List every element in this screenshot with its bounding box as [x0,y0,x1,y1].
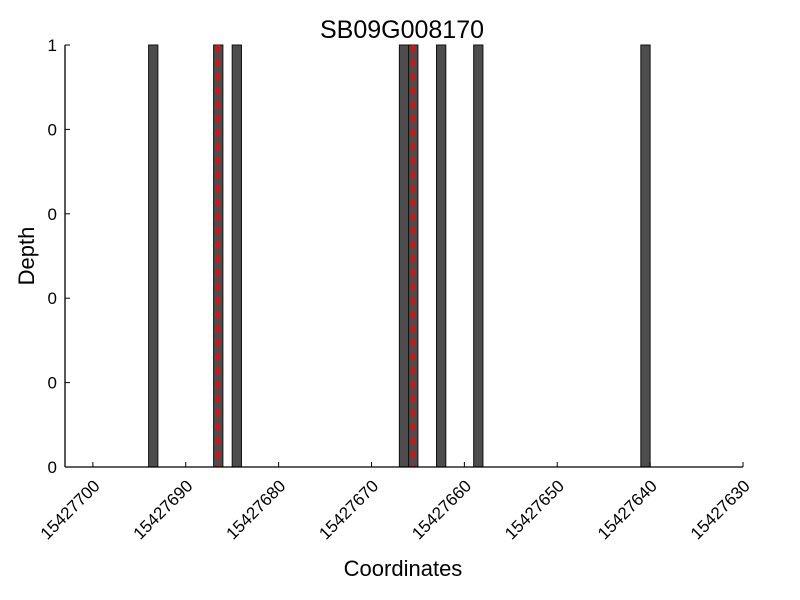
bar [231,44,242,468]
bar [398,44,410,468]
x-tick-label: 15427630 [687,476,754,543]
y-tick-label: 0 [48,120,57,139]
x-tick-label: 15427640 [594,476,661,543]
bar [436,44,447,468]
x-tick-label: 15427650 [501,476,568,543]
y-tick-label: 0 [48,458,57,477]
y-tick-label: 0 [48,205,57,224]
x-axis-label: Coordinates [344,556,463,581]
y-tick-label: 1 [48,36,57,55]
chart-title: SB09G008170 [320,16,484,44]
y-tick-label: 0 [48,289,57,308]
bar [640,44,651,468]
y-axis-label: Depth [14,227,39,286]
x-tick-label: 15427660 [408,476,475,543]
x-tick-label: 15427670 [315,476,382,543]
x-tick-label: 15427680 [223,476,290,543]
x-tick-label: 15427690 [130,476,197,543]
bar [473,44,484,468]
y-tick-label: 0 [48,374,57,393]
x-tick-label: 15427700 [37,476,104,543]
bar [148,44,159,468]
